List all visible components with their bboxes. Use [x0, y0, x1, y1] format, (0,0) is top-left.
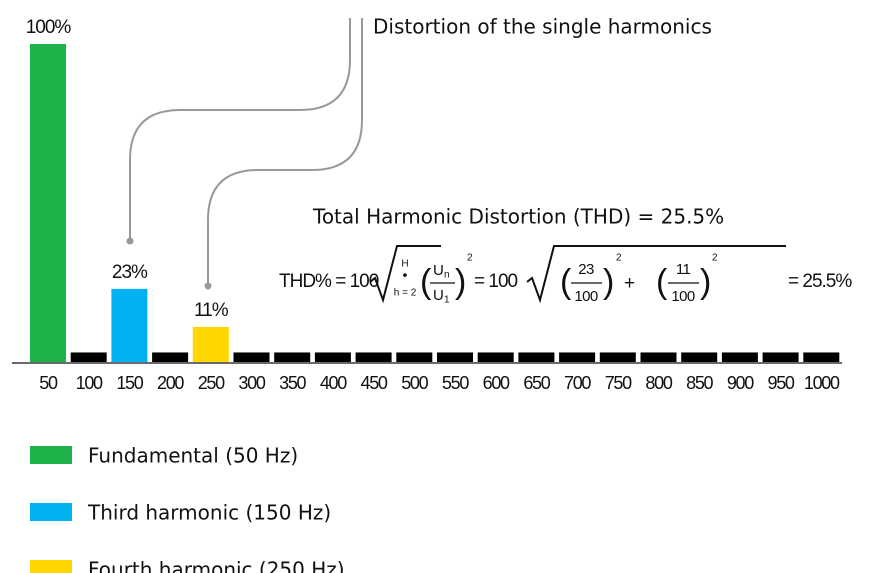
bar: [559, 352, 596, 362]
legend-label: Fundamental (50 Hz): [88, 444, 298, 468]
x-tick-label: 900: [727, 373, 754, 393]
formula-text: n: [444, 270, 450, 281]
paren: (: [560, 263, 572, 301]
bar: [803, 352, 840, 362]
legend-swatch: [30, 503, 72, 521]
bar: [396, 352, 433, 362]
bar: [599, 352, 636, 362]
x-tick-label: 1000: [804, 373, 840, 393]
paren: (: [656, 263, 668, 301]
formula-text: = 100: [474, 271, 518, 292]
bar: [274, 352, 311, 362]
legend-label: Third harmonic (150 Hz): [87, 501, 331, 525]
bar: [30, 44, 66, 362]
bar: [437, 352, 473, 362]
data-label: 11%: [194, 300, 229, 321]
bar: [70, 352, 107, 362]
x-tick-label: 400: [320, 373, 347, 393]
bar: [518, 352, 555, 362]
bar: [233, 352, 270, 362]
sqrt: [526, 245, 786, 304]
x-tick-label: 700: [564, 373, 591, 393]
x-tick-label: 500: [401, 373, 428, 393]
x-tick-label: 450: [361, 373, 388, 393]
x-tick-label: 200: [157, 373, 184, 393]
formula-text: = 25.5%: [788, 271, 852, 292]
annotation: Total Harmonic Distortion (THD) = 25.5%: [312, 205, 724, 229]
x-tick-label: 300: [238, 373, 265, 393]
formula-text: 1: [444, 295, 450, 306]
formula-text: h = 2: [394, 288, 417, 299]
formula-text: 11: [676, 261, 691, 278]
formula-text: •: [403, 267, 408, 283]
formula-text: 100: [671, 288, 694, 305]
bar: [762, 352, 799, 362]
x-tick-label: 350: [279, 373, 306, 393]
bar: [477, 352, 514, 362]
x-tick-label: 850: [686, 373, 713, 393]
x-tick-label: 800: [645, 373, 672, 393]
data-label: 23%: [112, 262, 148, 283]
formula-text: +: [624, 273, 635, 294]
formula-text: H: [401, 259, 408, 270]
formula-text: U: [433, 287, 443, 304]
formula: THD% = 100 H • h = 2 ( U n U 1 ) 2 = 100…: [279, 245, 853, 306]
connector-dot: [204, 282, 212, 290]
formula-text: 2: [616, 253, 622, 264]
legend-swatch: [30, 560, 72, 573]
paren: ): [603, 263, 614, 301]
formula-text: U: [433, 262, 443, 279]
x-tick-label: 950: [768, 373, 795, 393]
x-tick-label: 650: [523, 373, 550, 393]
data-label: 100%: [26, 17, 72, 38]
formula-text: 2: [467, 253, 473, 264]
bar: [640, 352, 677, 362]
x-tick-label: 600: [483, 373, 510, 393]
bar: [314, 352, 351, 362]
legend-label: Fourth harmonic (250 Hz): [88, 558, 345, 573]
x-tick-label: 550: [442, 373, 469, 393]
x-tick-label: 150: [116, 373, 143, 393]
annotation: Distortion of the single harmonics: [373, 15, 712, 39]
formula-text: 100: [574, 288, 597, 305]
bar: [355, 352, 392, 362]
bar: [192, 327, 229, 362]
formula-text: THD% = 100: [279, 271, 379, 292]
formula-text: 23: [578, 261, 594, 278]
x-tick-label: 50: [39, 373, 58, 393]
paren: (: [420, 263, 432, 301]
x-tick-label: 750: [605, 373, 632, 393]
paren: ): [700, 263, 711, 301]
bar: [111, 288, 148, 362]
bar: [152, 352, 189, 362]
paren: ): [455, 263, 466, 301]
connector-dot: [126, 237, 134, 245]
connectors: [129, 18, 363, 285]
legend-swatch: [30, 446, 72, 464]
x-tick-label: 100: [76, 373, 103, 393]
formula-text: 2: [712, 253, 718, 264]
bar: [721, 352, 758, 362]
x-tick-label: 250: [198, 373, 225, 393]
sqrt: [369, 245, 441, 304]
bar: [681, 352, 718, 362]
